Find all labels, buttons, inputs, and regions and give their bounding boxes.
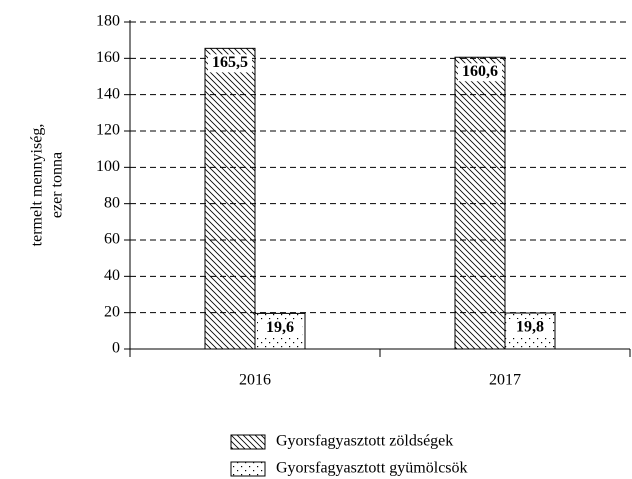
y-axis-label: ezer tonna bbox=[49, 152, 66, 218]
value-label-bg bbox=[508, 319, 552, 338]
y-tick-label: 60 bbox=[104, 231, 120, 248]
y-tick-label: 20 bbox=[104, 303, 120, 320]
x-tick-label: 2016 bbox=[239, 372, 271, 389]
y-tick-label: 160 bbox=[96, 49, 120, 66]
legend-label: Gyorsfagyasztott gyümölcsök bbox=[276, 460, 468, 477]
value-label: 19,6 bbox=[266, 319, 294, 336]
value-label-bg bbox=[458, 63, 502, 82]
value-label-bg bbox=[208, 54, 252, 73]
legend-swatch bbox=[230, 461, 266, 477]
value-label-bg bbox=[258, 319, 302, 338]
legend-swatch bbox=[230, 434, 266, 450]
bar bbox=[204, 47, 256, 350]
value-label: 19,8 bbox=[516, 319, 544, 336]
y-tick-label: 100 bbox=[96, 158, 120, 175]
y-tick-label: 40 bbox=[104, 267, 120, 284]
y-tick-label: 0 bbox=[112, 340, 120, 357]
y-tick-label: 80 bbox=[104, 194, 120, 211]
x-tick-label: 2017 bbox=[489, 372, 521, 389]
y-tick-label: 180 bbox=[96, 13, 120, 30]
legend-label: Gyorsfagyasztott zöldségek bbox=[276, 433, 453, 450]
y-axis-label: termelt mennyiség, bbox=[29, 124, 46, 247]
value-label: 160,6 bbox=[462, 63, 498, 80]
bar bbox=[454, 56, 506, 350]
y-tick-label: 140 bbox=[96, 85, 120, 102]
y-tick-label: 120 bbox=[96, 122, 120, 139]
value-label: 165,5 bbox=[212, 54, 248, 71]
